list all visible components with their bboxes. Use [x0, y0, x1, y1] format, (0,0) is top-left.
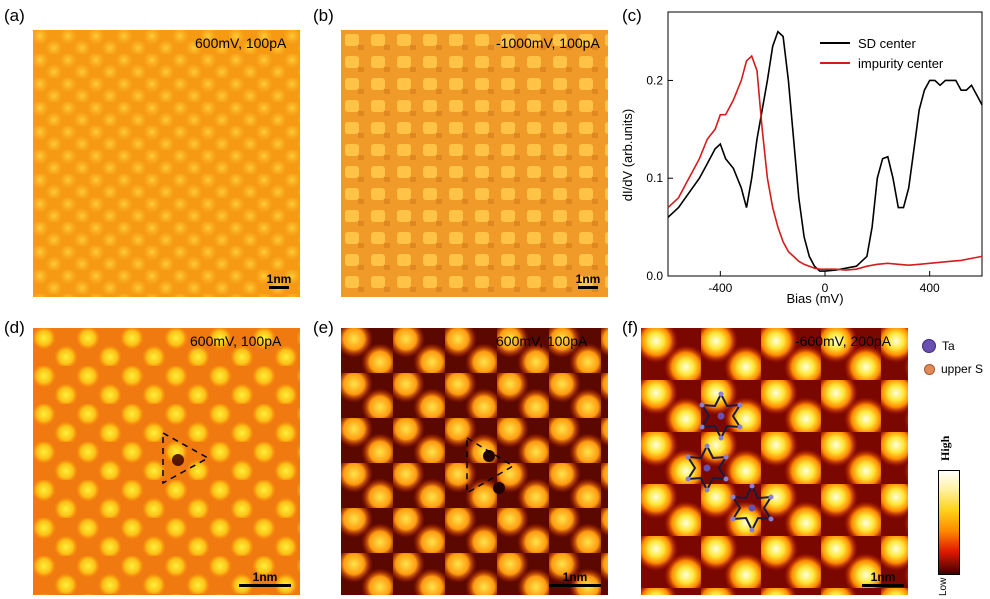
legend-imp: impurity center — [858, 56, 944, 71]
panel-label-b: (b) — [313, 6, 334, 25]
chart-series — [667, 30, 983, 272]
condition-e: 600mV, 100pA — [496, 333, 588, 349]
condition-b: -1000mV, 100pA — [496, 35, 600, 51]
y-tick-label: 0.0 — [646, 269, 663, 283]
y-tick-label: 0.2 — [646, 73, 663, 87]
legend-ta-label: Ta — [942, 339, 955, 353]
colorbar-high-label: High — [938, 435, 952, 461]
legend-ta: Ta — [922, 339, 955, 353]
colorbar-low-label: Low — [938, 577, 949, 597]
stm-image-f — [641, 328, 908, 595]
scalebar-d: 1nm — [235, 570, 295, 587]
scalebar-e: 1nm — [545, 570, 605, 587]
colorbar — [938, 470, 960, 575]
scalebar-label-a: 1nm — [266, 272, 292, 286]
legend-s: upper S — [924, 362, 983, 376]
x-tick-label: 400 — [920, 281, 940, 295]
scalebar-label-d: 1nm — [252, 570, 278, 584]
chart-ylabel: dI/dV (arb.units) — [620, 109, 635, 202]
y-tick-label: 0.1 — [646, 171, 663, 185]
chart-xlabel: Bias (mV) — [786, 291, 843, 306]
series-line-1 — [667, 54, 983, 271]
panel-label-e: (e) — [313, 318, 334, 337]
stm-image-a — [33, 30, 300, 297]
didv-chart: -400 0 400 0.0 0.1 0.2 Bias (mV) dI/dV (arb.u… — [620, 11, 983, 306]
scalebar-label-f: 1nm — [870, 570, 896, 584]
condition-f: -600mV, 200pA — [795, 333, 891, 349]
panel-label-c: (c) — [622, 6, 642, 25]
scalebar-label-e: 1nm — [562, 570, 588, 584]
stm-image-b — [341, 30, 608, 297]
scalebar-a: 1nm — [265, 272, 293, 289]
legend-s-label: upper S — [941, 362, 984, 376]
x-tick-label: -400 — [708, 281, 732, 295]
chart-legend: SD center impurity center — [820, 36, 944, 71]
series-line-0 — [667, 30, 983, 272]
panel-label-f: (f) — [622, 318, 639, 337]
condition-d: 600mV, 100pA — [190, 333, 282, 349]
panel-label-d: (d) — [4, 318, 25, 337]
chart-ticks: -400 0 400 0.0 0.1 0.2 — [646, 73, 940, 295]
scalebar-b: 1nm — [574, 272, 602, 289]
stm-image-e — [341, 328, 608, 595]
panel-label-a: (a) — [4, 6, 25, 25]
scalebar-label-b: 1nm — [575, 272, 601, 286]
scalebar-f: 1nm — [858, 570, 908, 587]
plot-area — [667, 11, 983, 277]
chart-frame — [667, 11, 983, 277]
stm-image-d — [33, 328, 300, 595]
legend-sd: SD center — [858, 36, 916, 51]
condition-a: 600mV, 100pA — [195, 35, 287, 51]
x-tick-label: 0 — [822, 281, 829, 295]
s-atom-icon — [924, 363, 935, 375]
ta-atom-icon — [922, 339, 936, 353]
